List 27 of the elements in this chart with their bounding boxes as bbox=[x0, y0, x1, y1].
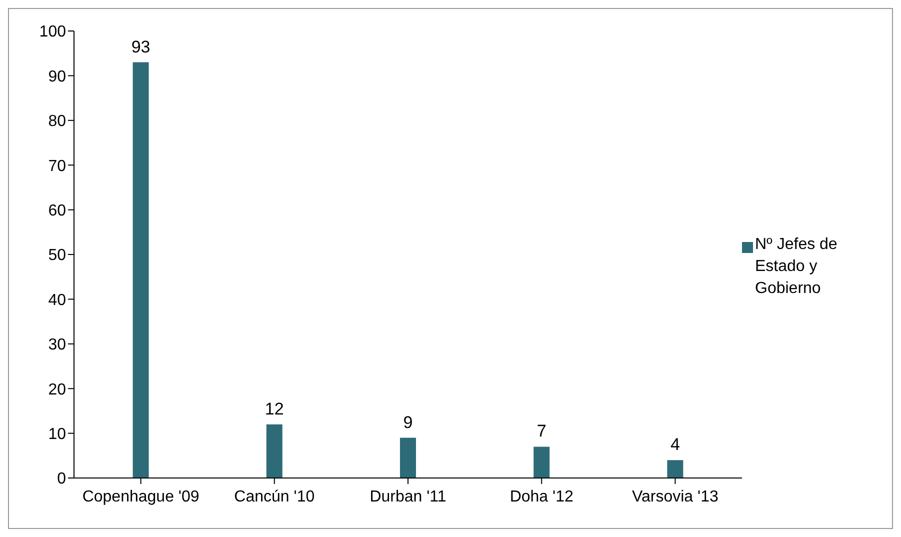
y-tick-label: 20 bbox=[48, 381, 66, 398]
bar bbox=[400, 438, 416, 478]
bar bbox=[534, 446, 550, 478]
y-tick-label: 70 bbox=[48, 158, 66, 175]
x-tick-label: Copenhague '09 bbox=[82, 488, 200, 506]
y-tick-label: 80 bbox=[48, 113, 66, 130]
bar bbox=[266, 424, 282, 478]
x-tick-label: Cancún '10 bbox=[234, 488, 315, 506]
data-label: 7 bbox=[536, 422, 546, 441]
x-tick-label: Varsovia '13 bbox=[632, 488, 718, 506]
y-tick-label: 40 bbox=[48, 292, 66, 309]
bar bbox=[667, 460, 684, 478]
x-tick-label: Durban '11 bbox=[370, 488, 446, 506]
y-tick-label: 50 bbox=[48, 247, 66, 264]
y-tick-label: 30 bbox=[48, 336, 66, 354]
data-label: 93 bbox=[131, 37, 150, 56]
y-tick-label: 0 bbox=[57, 470, 66, 488]
y-tick-label: 60 bbox=[48, 202, 66, 220]
data-label: 4 bbox=[670, 435, 680, 454]
x-tick-label: Doha '12 bbox=[510, 488, 574, 506]
bar bbox=[132, 62, 149, 478]
y-tick-label: 100 bbox=[39, 24, 66, 41]
y-tick-label: 90 bbox=[48, 68, 66, 86]
data-label: 9 bbox=[403, 412, 413, 432]
data-label: 12 bbox=[264, 399, 284, 418]
y-tick-label: 10 bbox=[48, 426, 66, 443]
legend-label: Nº Jefes de Estado y Gobierno bbox=[755, 234, 838, 298]
